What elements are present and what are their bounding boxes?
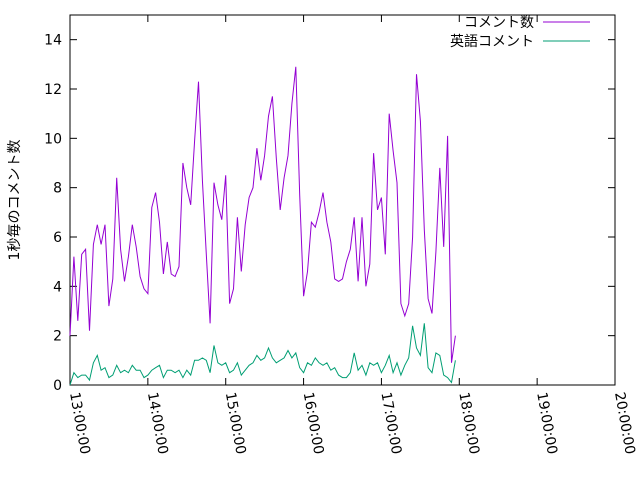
x-tick-label: 20:00:00 [611, 391, 638, 456]
x-tick-label: 18:00:00 [455, 391, 482, 456]
y-tick-label: 6 [53, 230, 62, 246]
plot-border [69, 14, 616, 386]
y-tick-label: 4 [53, 279, 62, 295]
y-axis-label: 1秒毎のコメント数 [7, 140, 23, 261]
y-tick-label: 0 [53, 378, 62, 394]
x-tick-label: 17:00:00 [377, 391, 404, 456]
y-tick-label: 10 [44, 131, 62, 147]
legend-label-2: 英語コメント [450, 33, 534, 50]
x-tick-label: 13:00:00 [66, 391, 93, 456]
legend-label-1: コメント数 [464, 15, 534, 31]
x-tick-label: 16:00:00 [300, 391, 327, 456]
y-tick-label: 8 [53, 181, 62, 197]
x-tick-label: 14:00:00 [144, 391, 171, 456]
x-tick-label: 15:00:00 [222, 391, 249, 456]
y-tick-label: 12 [44, 82, 62, 98]
x-tick-label: 19:00:00 [533, 391, 560, 456]
y-tick-label: 2 [53, 329, 62, 345]
y-tick-label: 14 [44, 33, 62, 49]
series-lines [69, 66, 456, 386]
y-axis-ticks: 0 2 4 6 8 10 12 14 [44, 33, 615, 394]
series-line-2 [69, 323, 456, 386]
plot-frame [69, 14, 616, 386]
series-line-1 [69, 66, 456, 363]
